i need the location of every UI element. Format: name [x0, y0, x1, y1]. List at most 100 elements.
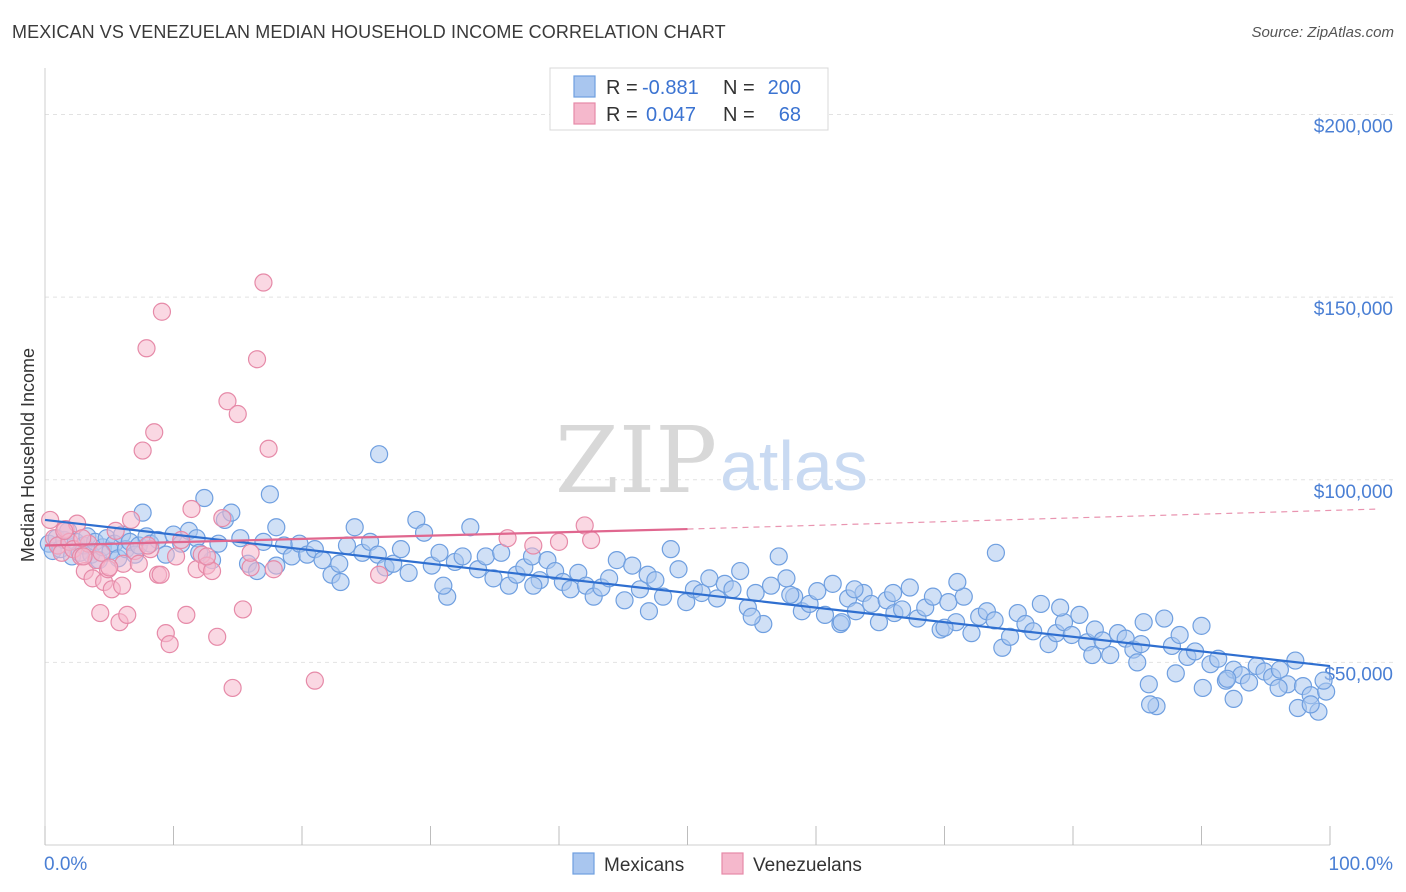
point-mexicans-105: [746, 583, 765, 603]
point-mexicans-33: [195, 488, 214, 508]
point-venezuelans-65: [138, 536, 157, 555]
point-mexicans-108: [769, 547, 788, 566]
point-mexicans-185: [948, 572, 967, 592]
point-venezuelans-35: [182, 499, 201, 519]
point-venezuelans-29: [152, 302, 172, 321]
point-venezuelans-21: [121, 510, 141, 530]
point-venezuelans-42: [218, 392, 237, 411]
y-tick-label-0: $50,000: [1324, 664, 1393, 685]
legend-r-label-mexicans: R =: [606, 77, 638, 99]
point-mexicans-89: [623, 556, 642, 575]
point-venezuelans-52: [73, 529, 92, 548]
point-mexicans-199: [832, 613, 851, 632]
point-mexicans-151: [1101, 645, 1120, 665]
point-mexicans-38: [231, 529, 250, 548]
point-mexicans-92: [646, 571, 665, 590]
point-mexicans-125: [900, 578, 919, 597]
point-venezuelans-41: [213, 509, 232, 528]
legend-swatch-venezuelans: [573, 102, 596, 125]
point-venezuelans-62: [582, 530, 601, 550]
point-mexicans-51: [330, 554, 349, 573]
point-venezuelans-48: [254, 273, 273, 292]
point-mexicans-120: [862, 594, 881, 614]
trend-line-venezuelans: [44, 527, 688, 547]
legend-swatch-mexicans-bottom: [572, 852, 595, 875]
point-mexicans-207: [1140, 695, 1160, 714]
point-mexicans-189: [1192, 616, 1211, 635]
point-mexicans-138: [1000, 627, 1020, 646]
watermark-zip: ZIP: [555, 407, 717, 514]
x-tick-label-1: 100.0%: [1329, 854, 1394, 875]
legend-box: [549, 67, 829, 131]
point-mexicans-43: [267, 518, 286, 537]
tick-labels: $50,000 $100,000 $150,000 $200,000 0.0% 100.0…: [44, 117, 1393, 875]
point-mexicans-113: [808, 582, 827, 601]
point-mexicans-182: [639, 602, 659, 621]
point-venezuelans-50: [264, 560, 283, 579]
point-mexicans-198: [524, 576, 543, 595]
point-mexicans-67: [453, 547, 472, 566]
point-mexicans-190: [1224, 689, 1243, 709]
point-venezuelans-64: [100, 558, 119, 577]
axes: [44, 68, 1331, 846]
point-mexicans-147: [1070, 605, 1089, 625]
legend-label-mexicans: Mexicans: [604, 855, 684, 876]
legend-stats: R = -0.881 N = 200 R = 0.047 N = 68: [549, 67, 829, 131]
point-venezuelans-20: [118, 605, 137, 625]
point-mexicans-88: [615, 591, 634, 610]
point-mexicans-70: [476, 547, 495, 566]
point-venezuelans-66: [74, 547, 93, 566]
point-mexicans-180: [331, 572, 350, 592]
point-venezuelans-24: [133, 441, 152, 460]
point-mexicans-103: [731, 561, 750, 581]
point-mexicans-68: [461, 518, 480, 537]
point-mexicans-124: [892, 600, 912, 619]
point-mexicans-93: [653, 587, 673, 606]
point-venezuelans-49: [259, 439, 278, 458]
point-mexicans-204: [1218, 669, 1237, 688]
point-mexicans-183: [742, 607, 761, 626]
point-mexicans-52: [337, 536, 357, 555]
point-mexicans-59: [391, 540, 411, 559]
point-venezuelans-23: [129, 554, 148, 573]
trend-line-venezuelans-extension: [687, 508, 1381, 530]
point-mexicans-99: [700, 569, 719, 588]
point-mexicans-193: [1301, 695, 1320, 714]
point-venezuelans-13: [91, 603, 110, 623]
point-venezuelans-60: [549, 532, 569, 551]
point-mexicans-205: [986, 543, 1006, 562]
legend-n-label-venezuelans: N =: [723, 104, 755, 126]
point-mexicans-94: [661, 540, 680, 559]
point-venezuelans-63: [197, 547, 217, 566]
legend-n-value-mexicans: 200: [768, 77, 801, 99]
point-venezuelans-67: [241, 543, 260, 562]
point-mexicans-200: [883, 583, 903, 603]
legend-swatch-mexicans: [573, 75, 596, 98]
point-mexicans-191: [1269, 678, 1288, 698]
point-venezuelans-56: [305, 671, 324, 690]
trend-line-mexicans: [44, 518, 1331, 668]
point-mexicans-107: [761, 576, 781, 595]
point-venezuelans-54: [112, 576, 132, 595]
point-mexicans-87: [607, 551, 626, 570]
legend-n-label-mexicans: N =: [723, 77, 755, 99]
point-mexicans-169: [1239, 673, 1259, 692]
point-venezuelans-32: [166, 547, 186, 566]
legend-r-value-venezuelans: 0.047: [646, 104, 696, 126]
legend-n-value-venezuelans: 68: [779, 104, 801, 126]
point-mexicans-188: [1166, 664, 1185, 683]
point-mexicans-206: [1083, 645, 1102, 665]
point-venezuelans-51: [55, 521, 74, 540]
point-mexicans-114: [815, 605, 835, 625]
point-venezuelans-27: [145, 423, 164, 442]
point-mexicans-195: [370, 445, 389, 464]
point-venezuelans-59: [524, 536, 543, 555]
point-venezuelans-25: [137, 339, 156, 358]
point-mexicans-184: [845, 580, 864, 599]
point-venezuelans-31: [160, 635, 179, 654]
point-mexicans-142: [1031, 594, 1050, 614]
point-mexicans-187: [1128, 653, 1147, 672]
point-venezuelans-43: [223, 678, 242, 698]
point-mexicans-158: [1155, 609, 1174, 628]
